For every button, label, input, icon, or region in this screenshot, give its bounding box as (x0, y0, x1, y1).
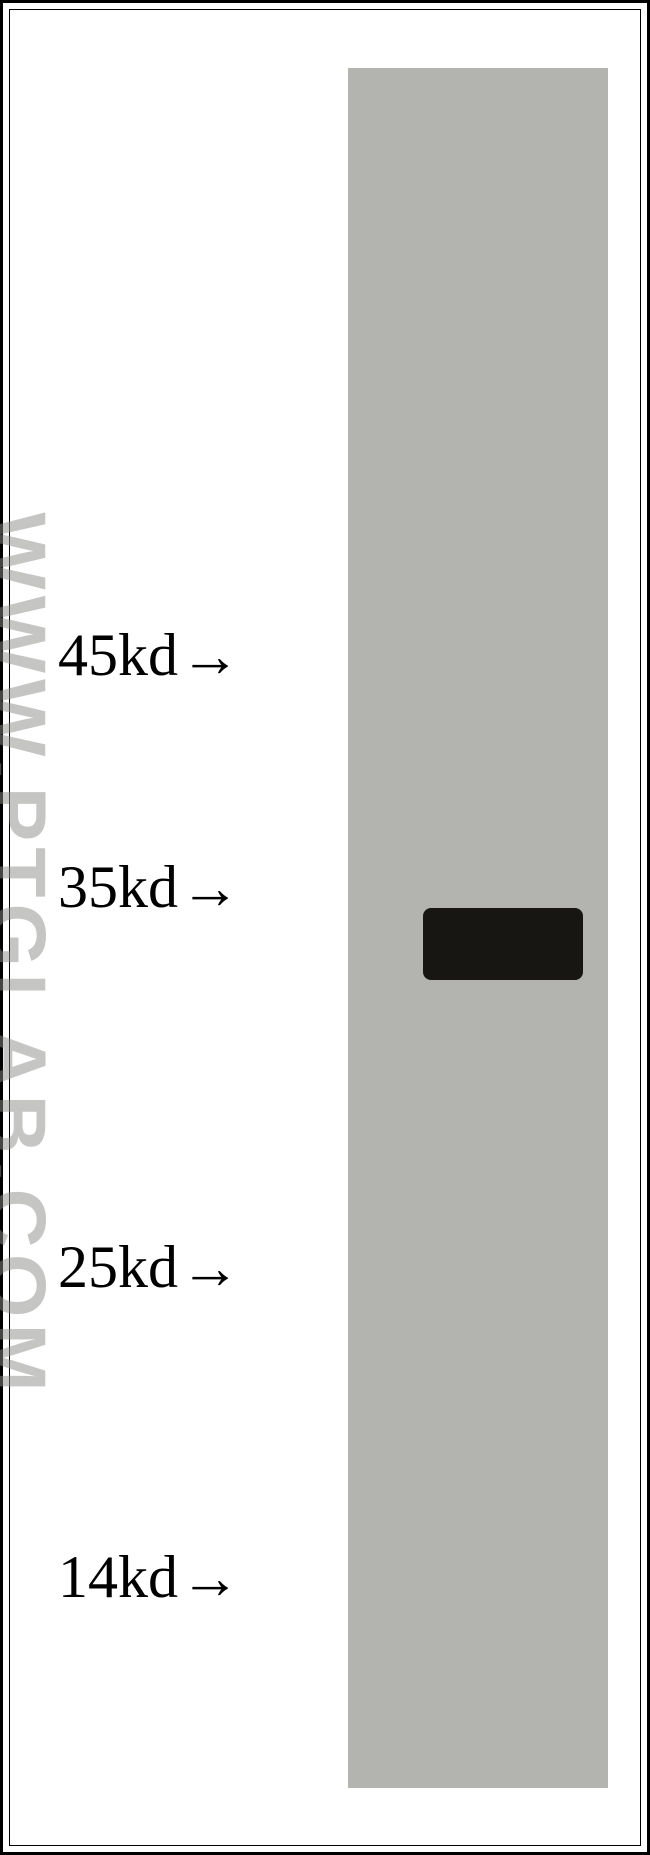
arrow-right-icon: → (180, 853, 240, 922)
blot-outer-border: 45kd→ 35kd→ 25kd→ 14kd→ WWW.PTGLAB.COM (0, 0, 650, 1855)
protein-band (423, 908, 583, 980)
mw-marker-45kd: 45kd→ (58, 621, 240, 690)
mw-marker-14kd: 14kd→ (58, 1543, 240, 1612)
arrow-right-icon: → (180, 1543, 240, 1612)
blot-lane (348, 68, 608, 1788)
mw-marker-label: 35kd (58, 853, 178, 922)
arrow-right-icon: → (180, 1233, 240, 1302)
mw-marker-35kd: 35kd→ (58, 853, 240, 922)
mw-marker-25kd: 25kd→ (58, 1233, 240, 1302)
mw-marker-label: 14kd (58, 1543, 178, 1612)
arrow-right-icon: → (180, 621, 240, 690)
mw-marker-label: 45kd (58, 621, 178, 690)
mw-marker-label: 25kd (58, 1233, 178, 1302)
